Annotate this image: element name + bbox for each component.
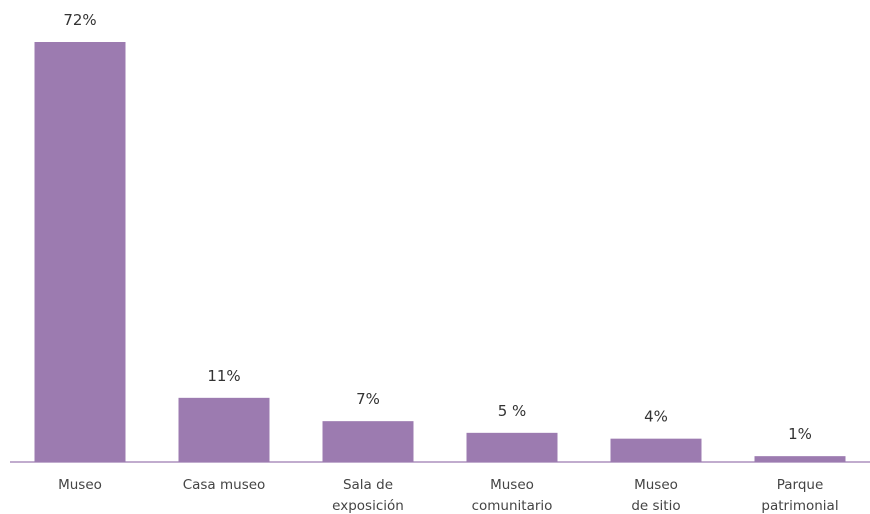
category-label-line: comunitario xyxy=(472,498,553,514)
category-label-line: Museo xyxy=(634,477,678,493)
category-label-line: Parque xyxy=(777,477,824,493)
category-label-line: Museo xyxy=(58,477,102,493)
bar-5 xyxy=(754,456,846,462)
value-label-1: 11% xyxy=(207,367,240,385)
bar-2 xyxy=(322,421,414,462)
value-label-4: 4% xyxy=(644,408,668,426)
category-label-line: de sitio xyxy=(631,498,680,514)
category-label-line: Casa museo xyxy=(183,477,266,493)
value-label-2: 7% xyxy=(356,390,380,408)
bar-0 xyxy=(34,42,126,462)
category-label-3: Museo comunitario xyxy=(472,477,553,514)
value-labels-group: 72% 11% 7% 5 % 4% 1% xyxy=(63,11,812,443)
bar-1 xyxy=(178,397,270,462)
category-label-line: Museo xyxy=(490,477,534,493)
value-label-5: 1% xyxy=(788,425,812,443)
bar-3 xyxy=(466,432,558,462)
bar-4 xyxy=(610,438,702,462)
category-label-4: Museo de sitio xyxy=(631,477,680,514)
category-label-line: patrimonial xyxy=(761,498,838,514)
value-label-3: 5 % xyxy=(498,402,527,420)
category-label-0: Museo xyxy=(58,477,102,493)
category-label-5: Parque patrimonial xyxy=(761,477,838,514)
category-labels-group: Museo Casa museo Sala de exposición Museo com… xyxy=(58,477,839,514)
category-label-1: Casa museo xyxy=(183,477,266,493)
value-label-0: 72% xyxy=(63,11,96,29)
category-label-2: Sala de exposición xyxy=(332,477,404,514)
category-label-line: exposición xyxy=(332,498,404,514)
category-label-line: Sala de xyxy=(343,477,393,493)
bars-group xyxy=(34,42,846,462)
